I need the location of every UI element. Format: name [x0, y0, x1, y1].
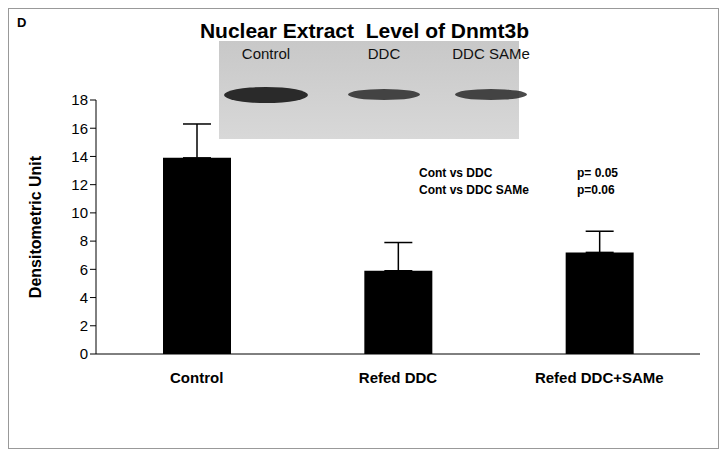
svg-text:6: 6 [80, 261, 88, 278]
svg-text:4: 4 [80, 289, 88, 306]
svg-text:Refed DDC: Refed DDC [359, 369, 438, 386]
svg-text:16: 16 [71, 120, 88, 137]
svg-text:12: 12 [71, 176, 88, 193]
svg-text:2: 2 [80, 317, 88, 334]
svg-text:Control: Control [170, 369, 223, 386]
html-text:p= 0.05: p= 0.05 [577, 166, 618, 180]
html-text:Control: Control [241, 45, 291, 62]
svg-text:10: 10 [71, 204, 88, 221]
html-text:Nuclear Extract Level of Dnmt3: Nuclear Extract Level of Dnmt3b [199, 19, 529, 42]
svg-text:Refed DDC+SAMe: Refed DDC+SAMe [535, 369, 664, 386]
html-text:DDC SAMe: DDC SAMe [452, 45, 530, 62]
svg-text:14: 14 [71, 148, 88, 165]
html-text:Cont vs DDC: Cont vs DDC [419, 166, 493, 180]
svg-text:0: 0 [80, 345, 88, 362]
html-text:p=0.06: p=0.06 [577, 183, 615, 197]
svg-text:Densitometric Unit: Densitometric Unit [27, 155, 44, 298]
html-text:DDC: DDC [367, 45, 401, 62]
svg-text:8: 8 [80, 232, 88, 249]
html-text:Cont vs DDC SAMe: Cont vs DDC SAMe [419, 183, 529, 197]
html-text:D: D [17, 15, 27, 30]
svg-text:18: 18 [71, 91, 88, 108]
